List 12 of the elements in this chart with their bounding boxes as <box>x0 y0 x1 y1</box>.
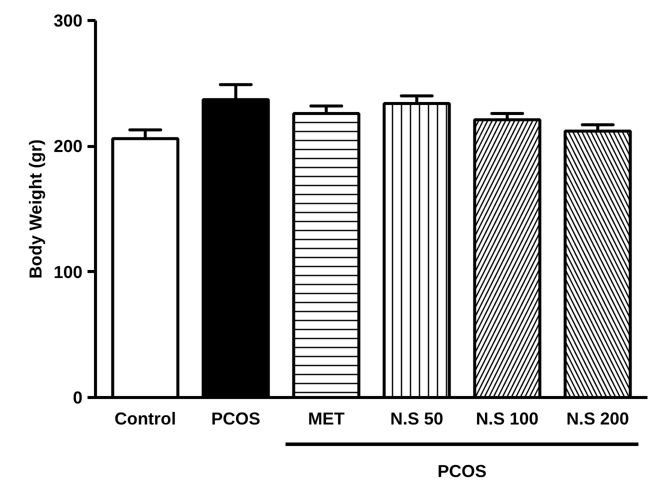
y-tick-label: 200 <box>54 136 83 156</box>
x-tick-label: N.S 100 <box>476 408 539 428</box>
y-tick-label: 300 <box>54 10 83 30</box>
x-tick-label: N.S 200 <box>566 408 630 428</box>
x-tick-label: PCOS <box>211 408 260 428</box>
x-tick-label: Control <box>114 408 176 428</box>
y-axis-title: Body Weight (gr) <box>26 139 46 279</box>
text: PCOS <box>437 460 487 481</box>
x-tick-label: N.S 50 <box>390 408 444 428</box>
y-tick-label: 100 <box>54 262 83 282</box>
y-tick-label: 0 <box>72 388 83 408</box>
x-tick-label: MET <box>308 408 345 428</box>
